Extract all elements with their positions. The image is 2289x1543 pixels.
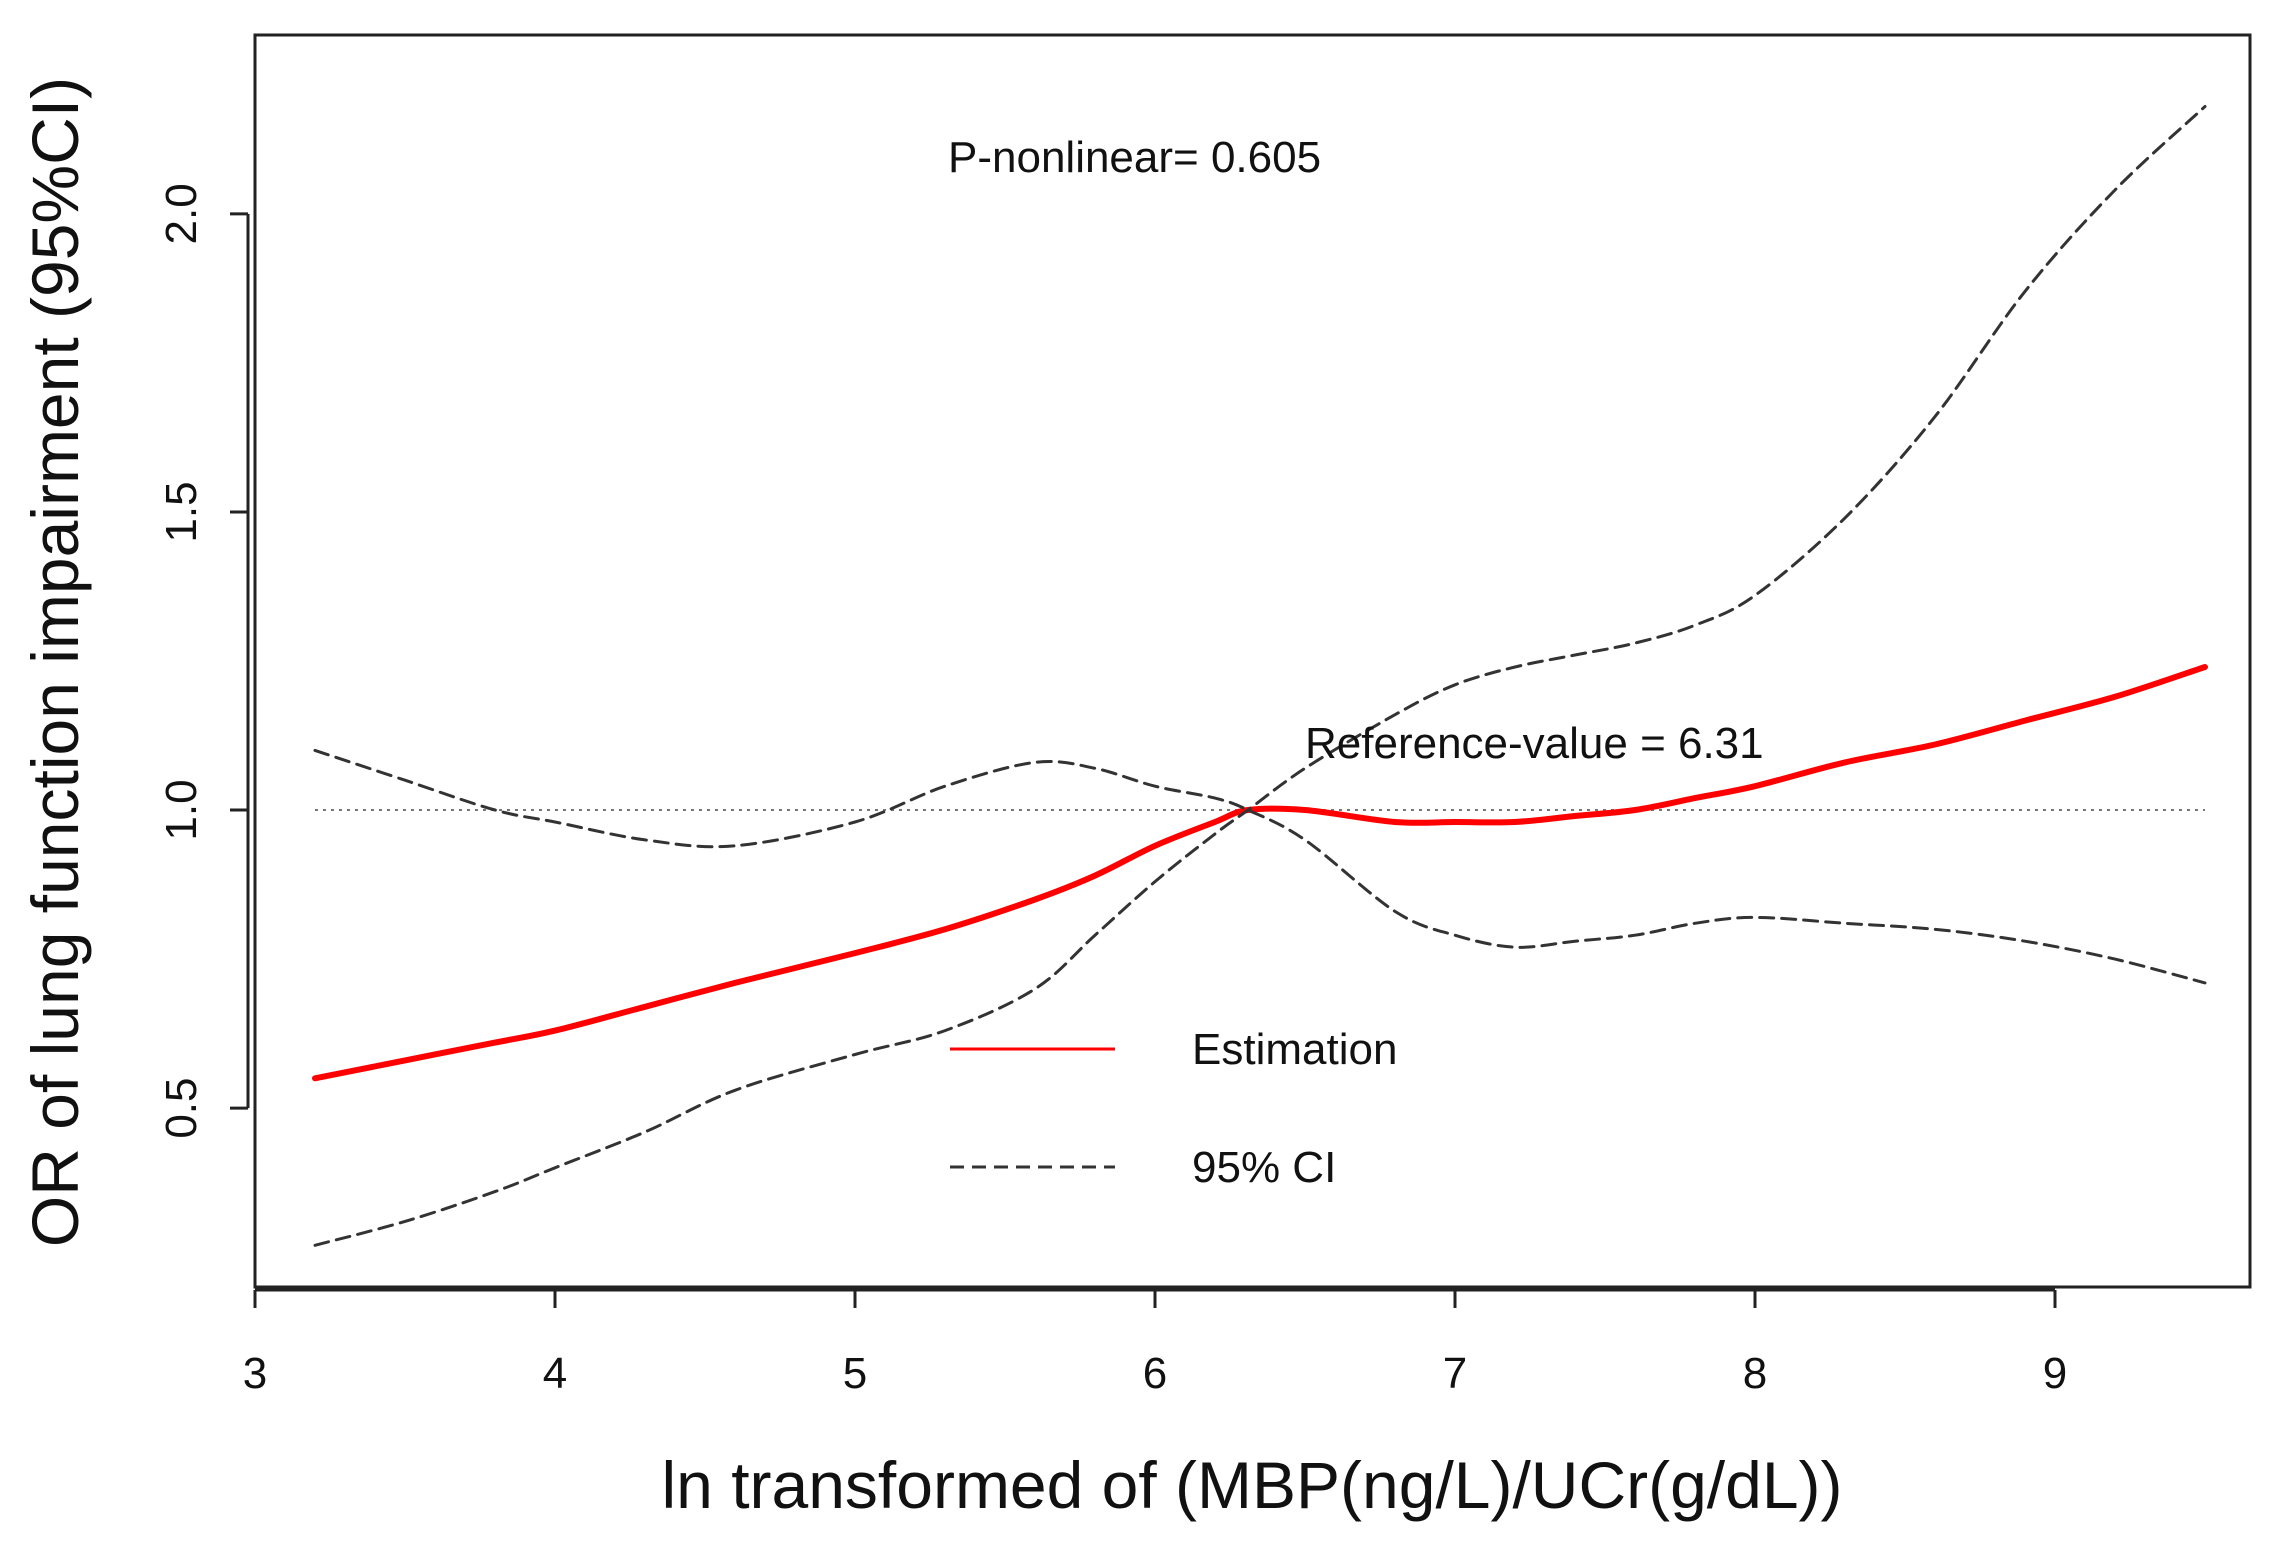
ci-lower-line	[313, 105, 2207, 1247]
legend-label-ci: 95% CI	[1192, 1143, 1336, 1192]
annotations-layer: P-nonlinear= 0.605 Reference-value = 6.3…	[948, 133, 1764, 768]
y-tick-label: 1.5	[157, 481, 206, 542]
series-layer	[312, 105, 2208, 1247]
x-tick-label: 4	[543, 1349, 567, 1398]
p-nonlinear-annotation: P-nonlinear= 0.605	[948, 133, 1321, 182]
estimation-line	[312, 664, 2208, 1082]
reference-value-annotation: Reference-value = 6.31	[1305, 719, 1764, 768]
x-axis-label: ln transformed of (MBP(ng/L)/UCr(g/dL))	[661, 1448, 1842, 1522]
y-tick-label: 0.5	[157, 1078, 206, 1139]
ci-upper-line	[313, 748, 2207, 985]
x-tick-label: 9	[2043, 1349, 2067, 1398]
x-tick-label: 6	[1143, 1349, 1167, 1398]
legend-label-estimation: Estimation	[1192, 1025, 1397, 1074]
x-axis: 3 4 5 6 7 8 9	[243, 1288, 2067, 1398]
x-tick-label: 5	[843, 1349, 867, 1398]
plot-frame	[253, 33, 2252, 1289]
x-tick-label: 3	[243, 1349, 267, 1398]
y-axis-label: OR of lung function impairment (95%CI)	[18, 77, 92, 1247]
y-tick-label: 2.0	[157, 183, 206, 244]
y-axis: 0.5 1.0 1.5 2.0	[157, 183, 250, 1139]
x-tick-label: 7	[1443, 1349, 1467, 1398]
x-tick-label: 8	[1743, 1349, 1767, 1398]
legend: Estimation 95% CI	[950, 1025, 1397, 1192]
y-tick-label: 1.0	[157, 779, 206, 840]
